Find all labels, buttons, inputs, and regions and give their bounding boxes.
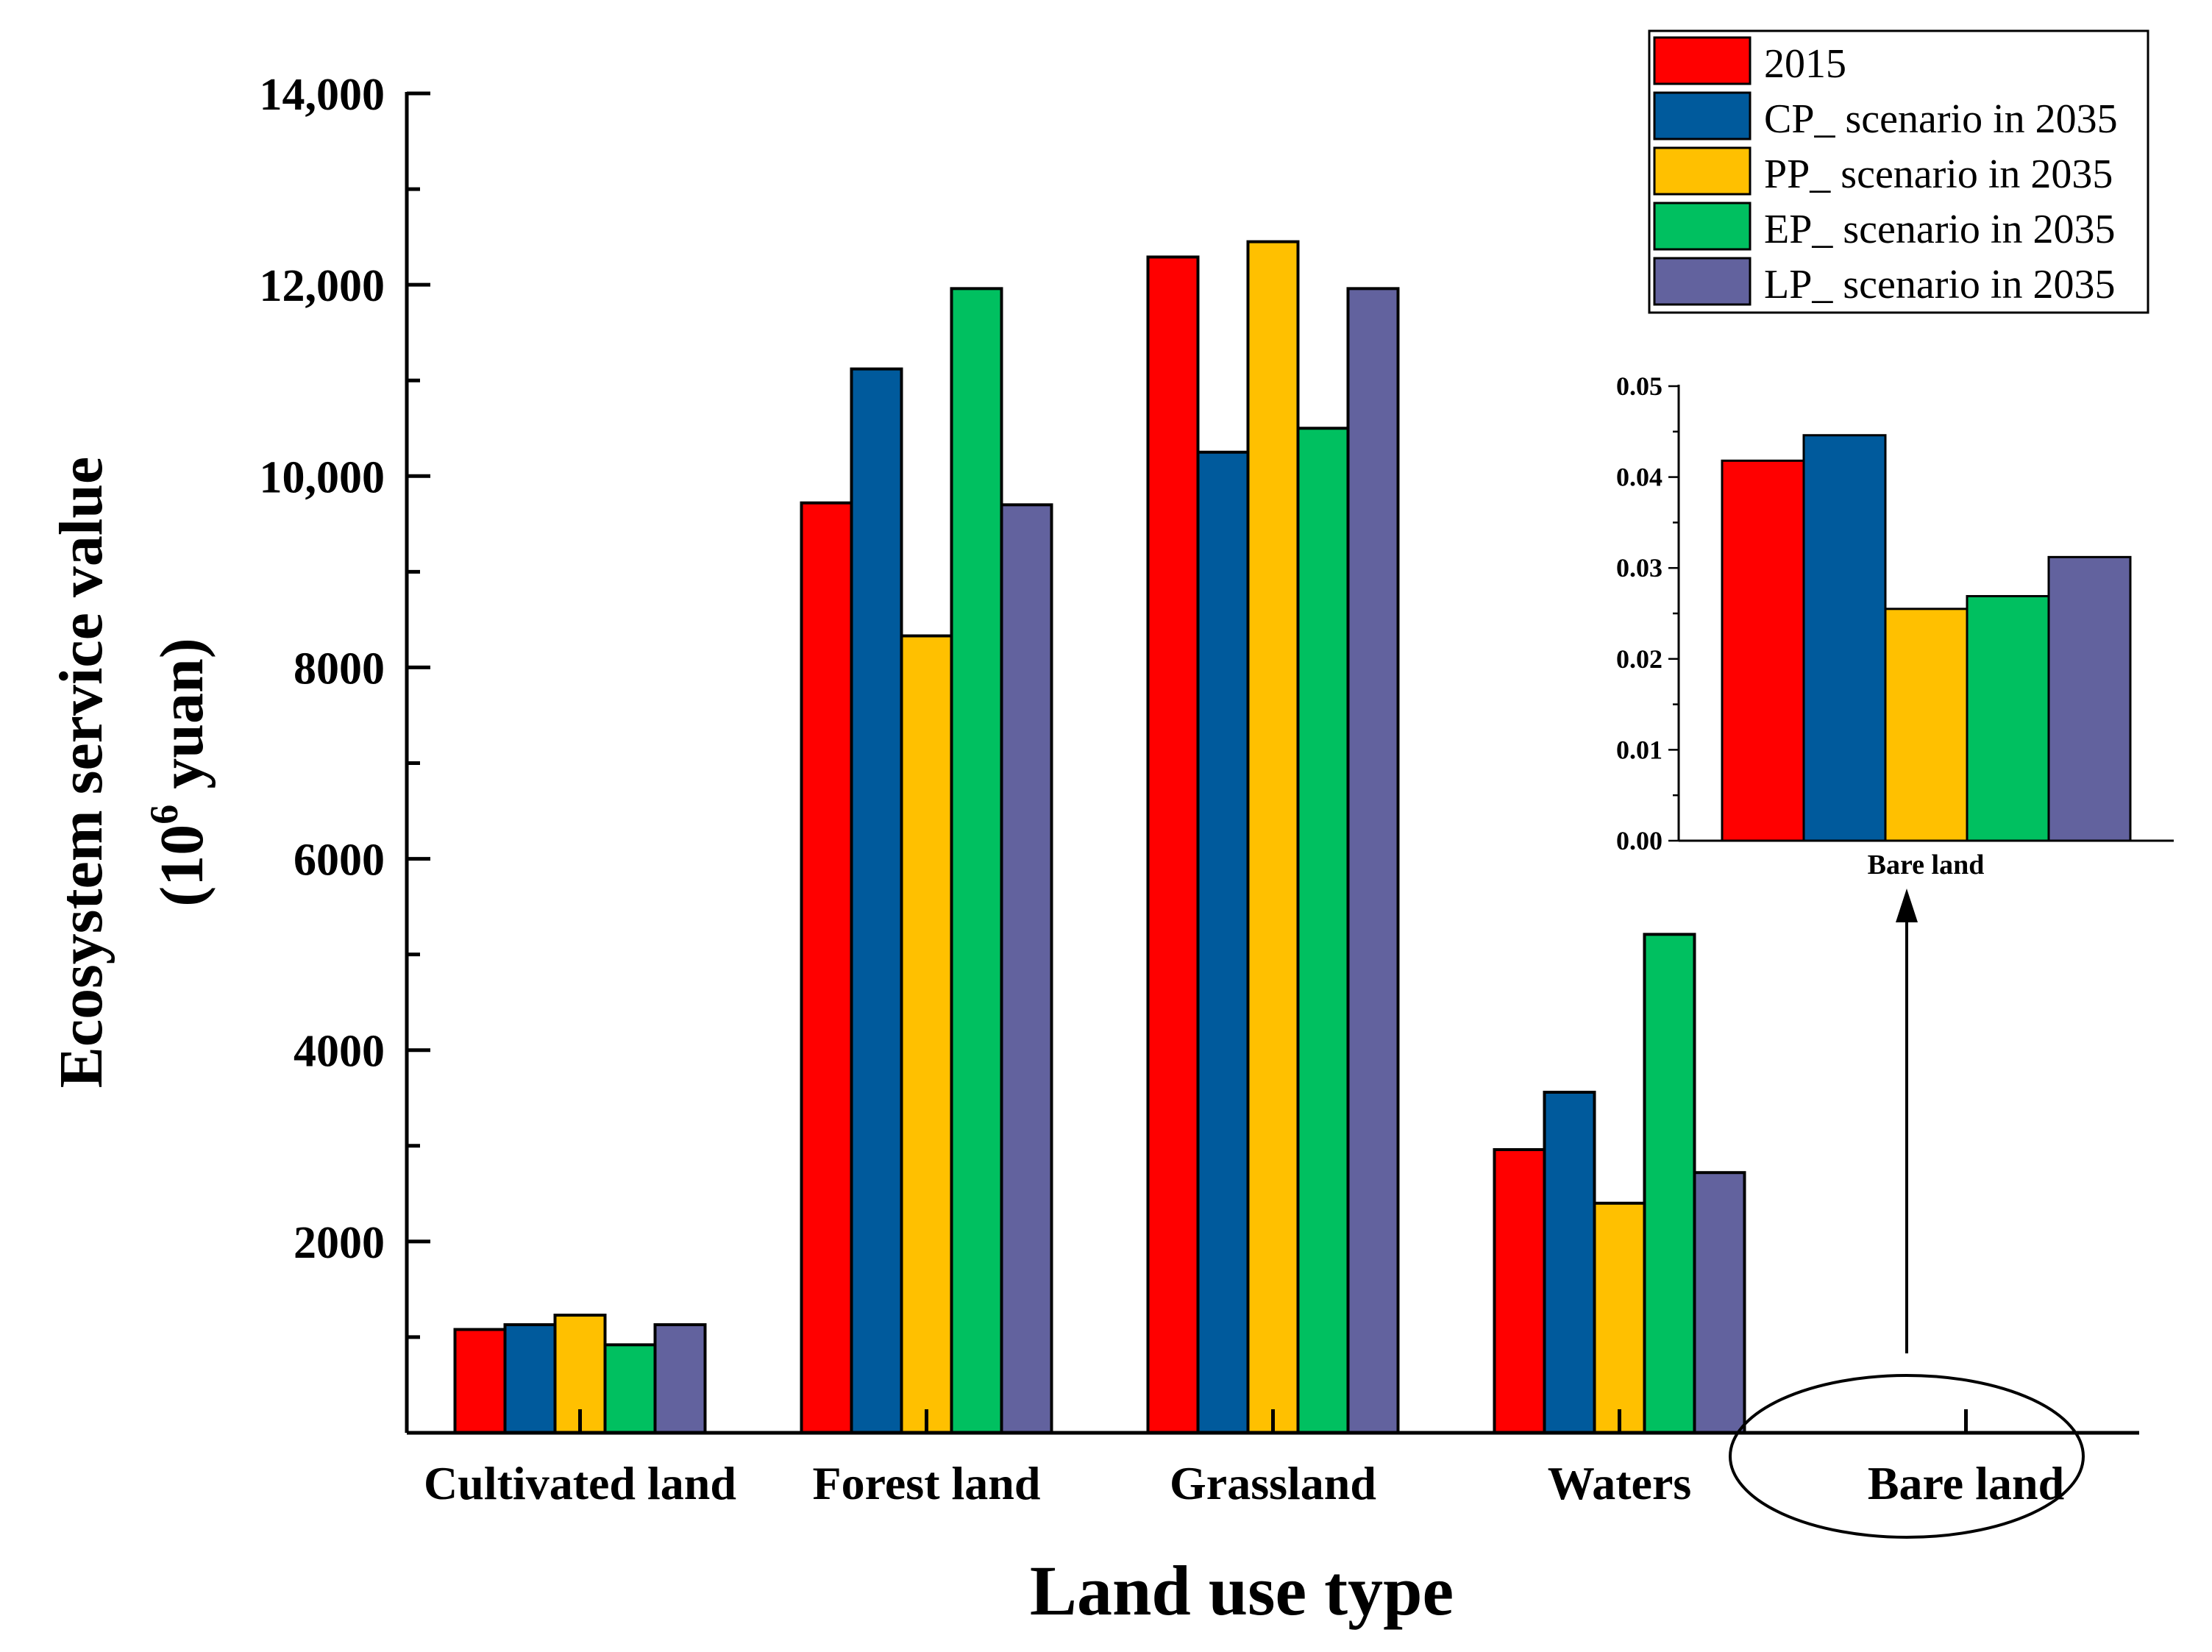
x-tick-label-waters: Waters [1548, 1457, 1692, 1509]
y-tick-label: 8000 [294, 644, 385, 694]
y-tick-label: 4000 [294, 1027, 385, 1077]
legend-swatch-lp-scenario-in-2035 [1653, 257, 1752, 306]
x-tick-label-bare-land: Bare land [1868, 1457, 2064, 1509]
bar-cultivated-land-lp-scenario-in-2035 [653, 1323, 707, 1434]
inset-bar-pp-scenario-in-2035 [1884, 608, 1969, 842]
bar-forest-land-lp-scenario-in-2035 [1000, 503, 1053, 1434]
bar-grassland-ep-scenario-in-2035 [1296, 427, 1350, 1434]
legend-swatch-2015 [1653, 36, 1752, 85]
bar-waters-pp-scenario-in-2035 [1593, 1201, 1646, 1435]
inset-y-tick-label: 0.01 [1616, 735, 1662, 764]
bar-forest-land-pp-scenario-in-2035 [900, 634, 953, 1434]
x-tick-label-grassland: Grassland [1170, 1457, 1376, 1509]
bar-forest-land-ep-scenario-in-2035 [950, 287, 1003, 1434]
legend-swatch-cp-scenario-in-2035 [1653, 91, 1752, 140]
bar-grassland-lp-scenario-in-2035 [1346, 287, 1400, 1434]
bar-waters-lp-scenario-in-2035 [1693, 1171, 1746, 1434]
inset-bar-cp-scenario-in-2035 [1802, 434, 1887, 842]
bar-cultivated-land-2015 [453, 1328, 507, 1434]
legend-label-lp-scenario-in-2035: LP_ scenario in 2035 [1764, 262, 2115, 307]
bar-grassland-2015 [1146, 255, 1200, 1435]
legend-swatch-pp-scenario-in-2035 [1653, 146, 1752, 196]
inset-y-tick-label: 0.02 [1616, 644, 1662, 674]
inset-y-tick-label: 0.00 [1616, 826, 1662, 855]
inset-bars [1721, 434, 2132, 842]
inset-bar-lp-scenario-in-2035 [2047, 555, 2132, 842]
inset-y-tick-label: 0.05 [1616, 371, 1662, 401]
inset-x-label: Bare land [1868, 850, 1985, 880]
bare-land-highlight-ellipse [1729, 1374, 2085, 1539]
inset-bar-2015 [1721, 459, 1805, 842]
y-tick-label: 10,000 [260, 452, 385, 502]
legend-swatch-ep-scenario-in-2035 [1653, 202, 1752, 251]
y-axis-unit-label: (106 yuan) [142, 638, 216, 906]
bar-waters-2015 [1493, 1147, 1546, 1434]
bar-waters-ep-scenario-in-2035 [1643, 933, 1696, 1434]
y-axis-label: Ecosystem service value [47, 457, 115, 1088]
inset-y-tick-label: 0.03 [1616, 553, 1662, 583]
bar-forest-land-2015 [800, 501, 853, 1434]
x-tick-label-cultivated-land: Cultivated land [424, 1457, 736, 1509]
y-tick-label: 2000 [294, 1218, 385, 1268]
x-tick-label-forest-land: Forest land [813, 1457, 1041, 1509]
main-bars [453, 240, 1746, 1435]
main-y-ticks: 2000 4000 6000 8000 10,000 12,000 14,000 [260, 70, 430, 1339]
bar-cultivated-land-cp-scenario-in-2035 [503, 1323, 557, 1434]
y-tick-label: 6000 [294, 836, 385, 886]
inset-y-tick-label: 0.04 [1616, 463, 1662, 492]
bar-grassland-pp-scenario-in-2035 [1246, 240, 1300, 1434]
y-tick-label: 14,000 [260, 70, 385, 120]
legend: 2015 CP_ scenario in 2035 PP_ scenario in … [1648, 29, 2149, 314]
y-tick-label: 12,000 [260, 261, 385, 311]
inset-y-ticks: 0.00 0.01 0.02 0.03 0.04 0.05 [1616, 371, 1679, 855]
inset-bar-ep-scenario-in-2035 [1966, 595, 2050, 842]
bar-cultivated-land-ep-scenario-in-2035 [603, 1343, 657, 1434]
legend-label-cp-scenario-in-2035: CP_ scenario in 2035 [1764, 96, 2118, 142]
legend-label-2015: 2015 [1764, 41, 1846, 87]
legend-label-ep-scenario-in-2035: EP_ scenario in 2035 [1764, 207, 2115, 252]
bar-forest-land-cp-scenario-in-2035 [850, 367, 903, 1434]
legend-label-pp-scenario-in-2035: PP_ scenario in 2035 [1764, 152, 2113, 197]
bar-waters-cp-scenario-in-2035 [1543, 1090, 1596, 1434]
x-axis-label: Land use type [1030, 1551, 1454, 1630]
inset-pointer-arrowhead [1896, 889, 1918, 922]
main-x-ticks: Cultivated land Forest land Grassland Water… [424, 1409, 2064, 1509]
bar-grassland-cp-scenario-in-2035 [1196, 450, 1250, 1435]
